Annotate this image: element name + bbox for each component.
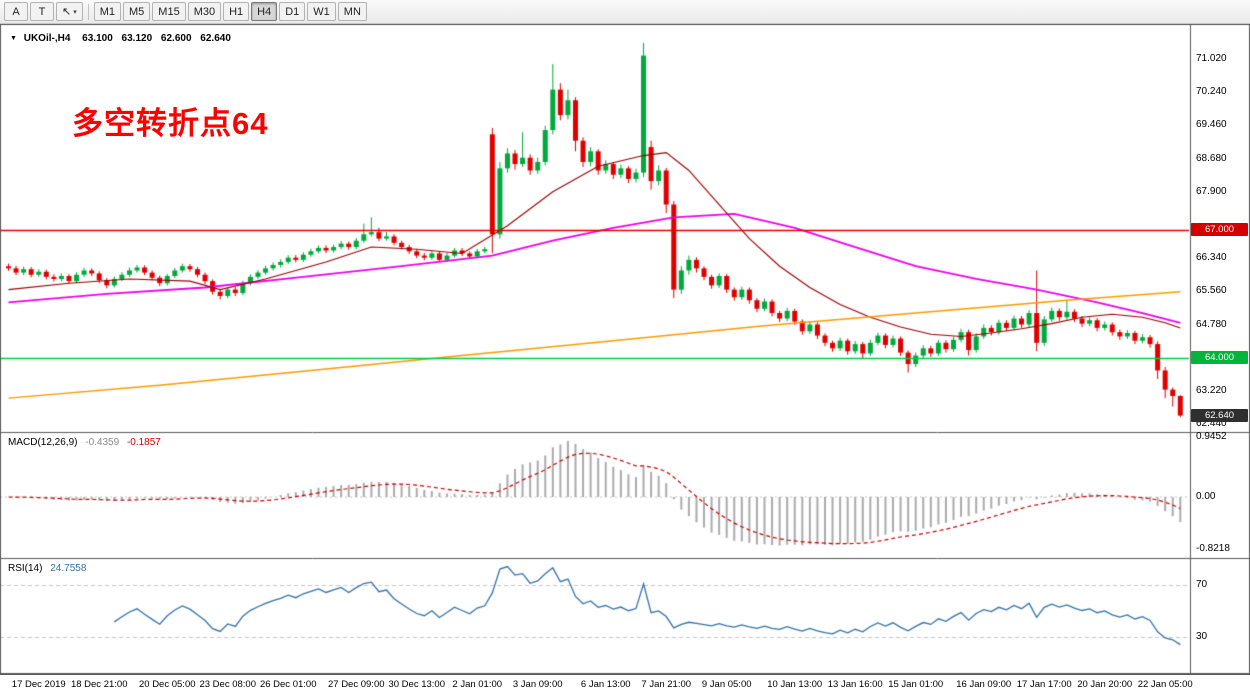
macd-axis-label: 0.9452 [1196,430,1227,442]
time-axis-label: 7 Jan 21:00 [641,679,692,690]
price-axis-label: 64.780 [1196,318,1227,330]
time-axis-label: 2 Jan 01:00 [452,679,503,690]
timeframe-d1-button[interactable]: D1 [279,2,306,21]
macd-name: MACD(12,26,9) [8,437,78,448]
quote-open: 63.100 [82,33,113,44]
macd-signal-value: -0.1857 [126,437,161,448]
rsi-axis-label: 70 [1196,579,1208,590]
hline-64-price-badge: 64.000 [1191,350,1248,364]
price-axis[interactable]: 71.020 70.240 69.460 68.680 67.900 66.340 65.5… [1190,24,1250,674]
time-axis-label: 26 Dec 01:00 [259,679,317,690]
time-axis-label: 17 Dec 2019 [11,679,66,690]
macd-main-value: -0.4359 [85,437,120,448]
timeframe-mn-button[interactable]: MN [337,2,367,21]
time-axis-label: 22 Jan 05:00 [1137,679,1193,690]
price-axis-label: 70.240 [1196,86,1227,98]
time-axis-label: 10 Jan 13:00 [767,679,823,690]
time-axis-label: 23 Dec 08:00 [199,679,256,690]
time-axis-label: 15 Jan 01:00 [888,679,944,690]
timeframe-w1-button[interactable]: W1 [307,2,336,21]
chart-toolbar: A T ↖ ▾ M1 M5 M15 M30 H1 H4 D1 W1 MN [0,0,1250,24]
quote-close: 62.640 [200,33,231,44]
time-axis-label: 17 Jan 17:00 [1016,679,1072,690]
toolbar-timeframes: M1 M5 M15 M30 H1 H4 D1 W1 MN [93,2,367,21]
hline-67-price-badge: 67.000 [1191,223,1248,237]
rsi-axis-label: 30 [1196,631,1208,642]
time-axis-label: 9 Jan 05:00 [701,679,752,690]
time-axis-label: 20 Jan 20:00 [1077,679,1133,690]
toolbar-tools: A T ↖ ▾ [4,2,83,21]
toolbar-separator [87,3,89,20]
dropdown-caret-icon: ▾ [73,8,77,16]
chart-marker-icon: ▼ [10,35,17,42]
price-axis-label: 62.440 [1196,418,1227,430]
price-axis-label: 71.020 [1196,53,1227,64]
price-axis-label: 67.900 [1196,185,1227,197]
quote-high: 63.120 [121,33,153,44]
timeframe-m5-button[interactable]: M5 [123,2,151,21]
price-axis-label: 63.220 [1196,384,1227,396]
time-axis-label: 16 Jan 09:00 [956,679,1012,690]
current-price-badge: 62.640 [1191,408,1248,422]
price-axis-label: 66.340 [1196,252,1227,264]
macd-indicator-label: MACD(12,26,9) -0.4359 -0.1857 [8,437,161,448]
macd-axis-label: 0.00 [1196,491,1216,502]
price-axis-label: 68.680 [1196,152,1227,164]
symbol-period-label: UKOil-,H4 [23,33,71,44]
timeframe-h4-button[interactable]: H4 [251,2,278,21]
macd-axis-label: -0.8218 [1196,543,1230,555]
annotation-text: 多空转折点64 [72,106,269,141]
rsi-indicator-label: RSI(14) 24.7558 [8,563,86,574]
chart-panes[interactable]: ▼ UKOil-,H4 63.100 63.120 62.600 62.640 … [0,24,1250,674]
timeframe-m30-button[interactable]: M30 [187,2,222,21]
chart-canvas[interactable] [0,24,1250,674]
rsi-name: RSI(14) [8,563,43,574]
timeframe-m15-button[interactable]: M15 [152,2,186,21]
time-axis-label: 30 Dec 13:00 [388,679,445,690]
time-axis-label: 13 Jan 16:00 [827,679,883,690]
time-axis-label: 20 Dec 05:00 [138,679,196,690]
time-axis-label: 18 Dec 21:00 [70,679,128,690]
time-axis[interactable]: 17 Dec 2019 18 Dec 21:00 20 Dec 05:00 23 De… [0,674,1250,695]
pointer-tool-button[interactable]: ↖ ▾ [56,2,83,21]
time-axis-label: 3 Jan 09:00 [512,679,563,690]
font-tool-button[interactable]: A [4,2,28,21]
price-axis-label: 65.560 [1196,285,1227,297]
quote-line: ▼ UKOil-,H4 63.100 63.120 62.600 62.640 [10,33,237,44]
timeframe-m1-button[interactable]: M1 [93,2,122,21]
time-axis-label: 6 Jan 13:00 [580,679,631,690]
text-cursor-tool-button[interactable]: T [30,2,54,21]
time-axis-label: 27 Dec 09:00 [327,679,385,690]
timeframe-h1-button[interactable]: H1 [223,2,250,21]
quote-low: 62.600 [160,33,192,44]
price-axis-label: 69.460 [1196,119,1227,131]
rsi-value: 24.7558 [50,563,87,574]
